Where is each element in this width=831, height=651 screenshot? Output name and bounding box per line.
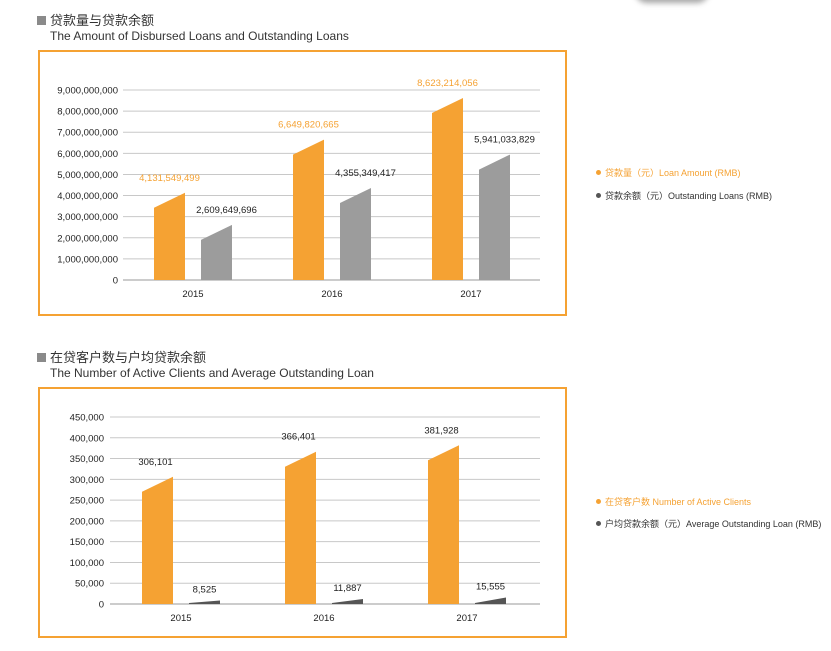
chart1-legend-item-loan-amount: 贷款量（元）Loan Amount (RMB) — [596, 166, 741, 179]
y-tick-label: 6,000,000,000 — [57, 149, 118, 160]
y-tick-label: 0 — [99, 600, 104, 611]
bar-series2 — [201, 224, 232, 280]
x-tick-label: 2015 — [182, 289, 203, 300]
data-label-series1: 8,623,214,056 — [417, 78, 478, 89]
data-label-series2: 8,525 — [193, 584, 217, 595]
chart2-title-text: 在贷客户数与户均贷款余额 — [50, 350, 207, 365]
y-tick-label: 2,000,000,000 — [57, 233, 118, 244]
data-label-series2: 4,355,349,417 — [335, 168, 396, 179]
bar-series2 — [475, 597, 506, 604]
y-tick-label: 300,000 — [70, 475, 104, 486]
y-tick-label: 200,000 — [70, 516, 104, 527]
x-tick-label: 2015 — [170, 613, 191, 624]
y-tick-label: 50,000 — [75, 579, 104, 590]
chart2-frame: 0 50,000 100,000 150,000 200,000 250,000 300,0… — [38, 387, 567, 638]
y-tick-label: 100,000 — [70, 558, 104, 569]
chart2-legend-item-average-loan: 户均贷款余额（元）Average Outstanding Loan (RMB) — [596, 517, 821, 530]
y-tick-label: 5,000,000,000 — [57, 170, 118, 181]
legend-dot-icon — [596, 193, 601, 198]
x-tick-label: 2016 — [313, 613, 334, 624]
y-tick-label: 250,000 — [70, 496, 104, 507]
legend-label: 户均贷款余额（元）Average Outstanding Loan (RMB) — [605, 519, 822, 529]
y-tick-label: 3,000,000,000 — [57, 212, 118, 223]
legend-dot-icon — [596, 170, 601, 175]
chart1-subtitle: The Amount of Disbursed Loans and Outsta… — [50, 29, 349, 43]
y-tick-label: 7,000,000,000 — [57, 128, 118, 139]
y-tick-label: 0 — [113, 276, 118, 287]
data-label-series1: 6,649,820,665 — [278, 120, 339, 131]
chart1-title: 贷款量与贷款余额 — [37, 10, 154, 29]
legend-label: 在贷客户数 Number of Active Clients — [605, 497, 752, 507]
y-tick-label: 8,000,000,000 — [57, 107, 118, 118]
x-tick-label: 2016 — [321, 289, 342, 300]
data-label-series2: 15,555 — [476, 582, 505, 593]
chart2-legend-item-active-clients: 在贷客户数 Number of Active Clients — [596, 495, 751, 508]
bar-series1 — [154, 192, 185, 280]
bar-series2 — [332, 599, 363, 604]
y-tick-label: 4,000,000,000 — [57, 191, 118, 202]
data-label-series2: 5,941,033,829 — [474, 135, 535, 146]
data-label-series1: 366,401 — [281, 432, 315, 443]
y-tick-label: 350,000 — [70, 454, 104, 465]
data-label-series1: 381,928 — [424, 425, 458, 436]
y-tick-label: 400,000 — [70, 433, 104, 444]
bar-series2 — [340, 188, 371, 280]
bar-series1 — [142, 476, 173, 604]
data-label-series2: 2,609,649,696 — [196, 205, 257, 216]
bar-series1 — [285, 451, 316, 604]
bar-series2 — [479, 154, 510, 280]
bar-series2 — [189, 600, 220, 604]
y-tick-label: 450,000 — [70, 413, 104, 424]
bar-series1 — [428, 445, 459, 604]
bar-series1 — [293, 139, 324, 280]
chart1-title-text: 贷款量与贷款余额 — [50, 13, 155, 28]
chart2-subtitle: The Number of Active Clients and Average… — [50, 366, 374, 380]
y-tick-label: 150,000 — [70, 537, 104, 548]
legend-dot-icon — [596, 499, 601, 504]
data-label-series2: 11,887 — [333, 583, 361, 594]
y-tick-label: 1,000,000,000 — [57, 254, 118, 265]
chart2-plot: 0 50,000 100,000 150,000 200,000 250,000 300,0… — [70, 413, 540, 624]
x-tick-label: 2017 — [456, 613, 477, 624]
chart1-legend-item-outstanding: 贷款余额（元）Outstanding Loans (RMB) — [596, 189, 772, 202]
legend-label: 贷款余额（元）Outstanding Loans (RMB) — [605, 191, 773, 201]
legend-dot-icon — [596, 521, 601, 526]
bar-series1 — [432, 97, 463, 280]
title-square-icon — [37, 353, 46, 362]
title-square-icon — [37, 16, 46, 25]
y-tick-label: 9,000,000,000 — [57, 86, 118, 97]
chart1-plot: 0 1,000,000,000 2,000,000,000 3,000,000,000… — [57, 78, 540, 300]
legend-label: 贷款量（元）Loan Amount (RMB) — [605, 168, 741, 178]
chart1-frame: 0 1,000,000,000 2,000,000,000 3,000,000,000… — [38, 50, 567, 316]
chart2-title: 在贷客户数与户均贷款余额 — [37, 347, 206, 366]
data-label-series1: 306,101 — [138, 457, 172, 468]
x-tick-label: 2017 — [460, 289, 481, 300]
data-label-series1: 4,131,549,499 — [139, 173, 200, 184]
